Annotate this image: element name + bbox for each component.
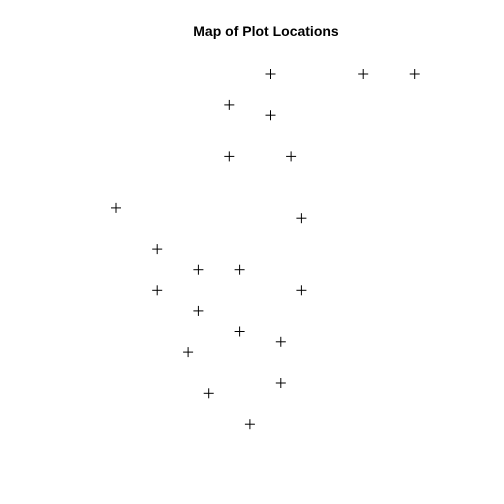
data-point-5 [265, 110, 276, 121]
data-point-11 [193, 264, 204, 275]
data-point-2 [358, 69, 369, 79]
data-point-16 [234, 326, 245, 337]
data-point-13 [152, 285, 163, 296]
data-point-19 [275, 378, 286, 388]
data-points [111, 69, 420, 430]
data-point-1 [265, 69, 276, 79]
data-point-4 [224, 99, 235, 110]
data-point-6 [224, 151, 235, 162]
data-point-18 [183, 347, 194, 358]
data-point-20 [203, 388, 214, 399]
data-point-7 [286, 151, 297, 162]
data-point-12 [234, 264, 245, 275]
data-point-21 [244, 419, 255, 430]
data-point-8 [111, 202, 121, 213]
data-point-17 [275, 336, 286, 347]
chart-title: Map of Plot Locations [193, 23, 339, 39]
data-point-14 [296, 285, 307, 296]
data-point-10 [152, 244, 163, 255]
data-point-3 [409, 69, 420, 79]
data-point-15 [193, 305, 204, 316]
data-point-9 [296, 213, 307, 224]
